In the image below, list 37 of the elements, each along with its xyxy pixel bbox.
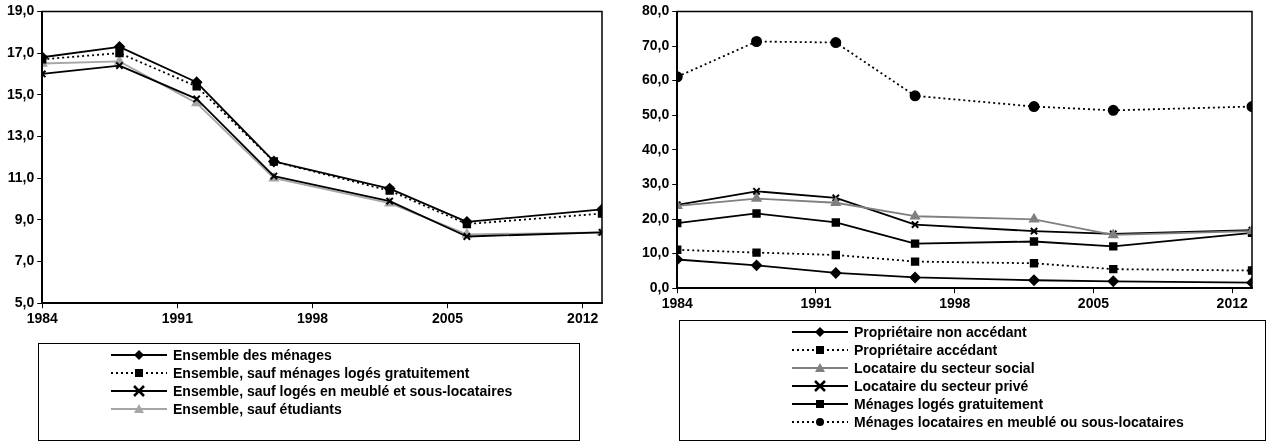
y-tick-label: 80,0 (642, 2, 670, 19)
x-tick-label: 1984 (661, 295, 694, 312)
legend-label: Ménages logés gratuitement (854, 396, 1044, 412)
x-tick-label: 1998 (939, 295, 971, 312)
y-tick-label: 15,0 (7, 85, 35, 102)
y-tick-label: 13,0 (7, 127, 35, 144)
legend-label: Ensemble, sauf ménages logés gratuitement (173, 365, 470, 381)
y-tick-label: 5,0 (14, 294, 35, 311)
y-tick-label: 11,0 (7, 169, 35, 185)
y-tick-label: 40,0 (642, 140, 670, 157)
x-tick-label: 1984 (26, 310, 59, 327)
legend-label: Propriétaire accédant (854, 342, 998, 358)
legend-label: Propriétaire non accédant (854, 324, 1027, 340)
y-tick-label: 9,0 (14, 210, 35, 227)
y-tick-label: 17,0 (7, 43, 35, 60)
x-tick-label: 1991 (800, 295, 832, 312)
legend-label: Ensemble, sauf étudiants (173, 401, 342, 417)
y-tick-label: 0,0 (649, 279, 670, 296)
y-tick-label: 7,0 (14, 252, 35, 269)
y-tick-label: 60,0 (642, 71, 670, 88)
legend-label: Ménages locataires en meublé ou sous-locataires (854, 414, 1184, 430)
legend-label: Ensemble des ménages (173, 347, 332, 363)
x-tick-label: 1998 (296, 310, 329, 327)
x-tick-label: 2005 (1077, 295, 1110, 312)
legend-label: Locataire du secteur privé (854, 378, 1029, 394)
y-tick-label: 50,0 (642, 106, 670, 123)
x-tick-label: 1991 (161, 310, 194, 327)
y-tick-label: 70,0 (642, 36, 670, 53)
y-tick-label: 10,0 (642, 244, 670, 261)
y-tick-label: 30,0 (642, 175, 670, 192)
y-tick-label: 19,0 (7, 2, 35, 19)
x-tick-label: 2012 (1216, 295, 1248, 312)
y-tick-label: 20,0 (642, 209, 670, 226)
legend-label: Ensemble, sauf logés en meublé et sous-locataires (173, 383, 513, 399)
x-tick-label: 2012 (567, 310, 599, 327)
x-tick-label: 2005 (432, 310, 464, 327)
legend-label: Locataire du secteur social (854, 360, 1035, 376)
